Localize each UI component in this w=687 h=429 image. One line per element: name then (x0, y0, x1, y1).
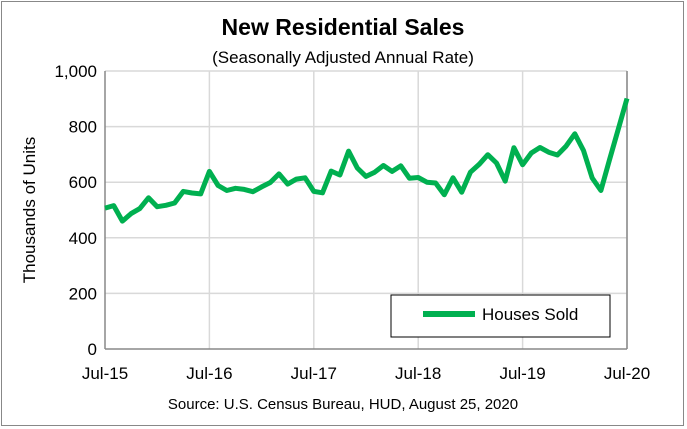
legend: Houses Sold (390, 294, 611, 338)
series-line-houses-sold (104, 97, 630, 224)
x-tick-label: Jul-16 (186, 364, 232, 383)
y-tick-label: 400 (69, 229, 97, 248)
x-tick-label: Jul-15 (82, 364, 128, 383)
y-axis-label: Thousands of Units (20, 137, 39, 283)
chart-title: New Residential Sales (222, 14, 465, 40)
y-tick-label: 600 (69, 173, 97, 192)
y-tick-label: 0 (88, 340, 97, 359)
x-tick-label: Jul-19 (499, 364, 545, 383)
y-tick-label: 800 (69, 118, 97, 137)
legend-label: Houses Sold (482, 305, 578, 324)
x-tick-label: Jul-17 (291, 364, 337, 383)
x-tick-label: Jul-20 (604, 364, 650, 383)
chart-subtitle: (Seasonally Adjusted Annual Rate) (212, 48, 474, 67)
x-tick-label: Jul-18 (395, 364, 441, 383)
y-tick-label: 200 (69, 284, 97, 303)
y-tick-label: 1,000 (54, 62, 97, 81)
source-note: Source: U.S. Census Bureau, HUD, August … (168, 396, 518, 413)
